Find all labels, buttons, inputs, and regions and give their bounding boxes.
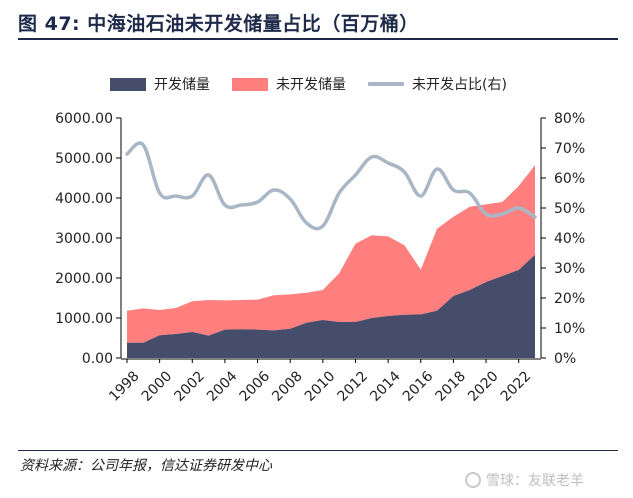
legend-item-developed: 开发储量 bbox=[110, 74, 210, 94]
ratio-line bbox=[125, 141, 537, 231]
left-tick-label: 0.00 bbox=[82, 351, 113, 367]
left-tick-label: 1000.00 bbox=[55, 311, 113, 327]
watermark: 雪球：友联老羊 bbox=[465, 470, 584, 490]
legend-label-developed: 开发储量 bbox=[154, 77, 210, 93]
legend-item-undeveloped: 未开发储量 bbox=[232, 74, 346, 94]
area-layer bbox=[127, 165, 535, 358]
right-tick-label: 0% bbox=[554, 351, 576, 367]
source-divider bbox=[18, 450, 618, 451]
chart-legend: 开发储量 未开发储量 未开发占比(右) bbox=[110, 74, 529, 94]
x-tick-label: 2010 bbox=[302, 368, 339, 405]
legend-label-undeveloped: 未开发储量 bbox=[276, 77, 346, 93]
x-tick-label: 2014 bbox=[367, 368, 404, 405]
x-tick-label: 1998 bbox=[106, 368, 143, 405]
left-tick-label: 4000.00 bbox=[55, 191, 113, 207]
legend-swatch-undeveloped bbox=[232, 77, 268, 91]
left-tick-label: 6000.00 bbox=[55, 111, 113, 127]
left-tick-label: 5000.00 bbox=[55, 151, 113, 167]
source-note: 资料来源：公司年报，信达证券研发中心 bbox=[20, 458, 272, 474]
legend-swatch-ratio bbox=[368, 82, 404, 86]
x-tick-label: 2004 bbox=[204, 368, 241, 405]
figure-title: 图 47: 中海油石油未开发储量占比（百万桶） bbox=[18, 13, 419, 35]
chart-plot: 0.00 1000.00 2000.00 3000.00 4000.00 5000.00 6… bbox=[55, 111, 585, 405]
right-tick-label: 40% bbox=[554, 231, 585, 247]
watermark-text: 雪球：友联老羊 bbox=[486, 473, 584, 489]
right-tick-label: 10% bbox=[554, 321, 585, 337]
x-tick-label: 2018 bbox=[432, 368, 469, 405]
right-tick-label: 70% bbox=[554, 141, 585, 157]
x-tick-label: 2016 bbox=[400, 368, 437, 405]
right-tick-label: 80% bbox=[554, 111, 585, 127]
title-bar: 图 47: 中海油石油未开发储量占比（百万桶） bbox=[18, 6, 623, 36]
x-tick-label: 2006 bbox=[237, 368, 274, 405]
x-tick-label: 2008 bbox=[269, 368, 306, 405]
legend-item-ratio: 未开发占比(右) bbox=[368, 74, 507, 94]
left-tick-label: 2000.00 bbox=[55, 271, 113, 287]
legend-swatch-developed bbox=[110, 77, 146, 91]
x-tick-label: 2020 bbox=[465, 368, 502, 405]
right-tick-label: 20% bbox=[554, 291, 585, 307]
x-tick-label: 2002 bbox=[171, 368, 208, 405]
left-tick-label: 3000.00 bbox=[55, 231, 113, 247]
right-tick-label: 60% bbox=[554, 171, 585, 187]
x-tick-label: 2012 bbox=[335, 368, 372, 405]
line-layer bbox=[125, 141, 537, 231]
area-undeveloped bbox=[127, 165, 535, 343]
x-tick-label: 2022 bbox=[498, 368, 535, 405]
right-tick-label: 30% bbox=[554, 261, 585, 277]
x-tick-label: 2000 bbox=[139, 368, 176, 405]
right-tick-label: 50% bbox=[554, 201, 585, 217]
area-developed bbox=[127, 254, 535, 358]
legend-label-ratio: 未开发占比(右) bbox=[412, 77, 507, 93]
snowball-icon bbox=[465, 472, 481, 488]
title-divider bbox=[18, 38, 618, 40]
